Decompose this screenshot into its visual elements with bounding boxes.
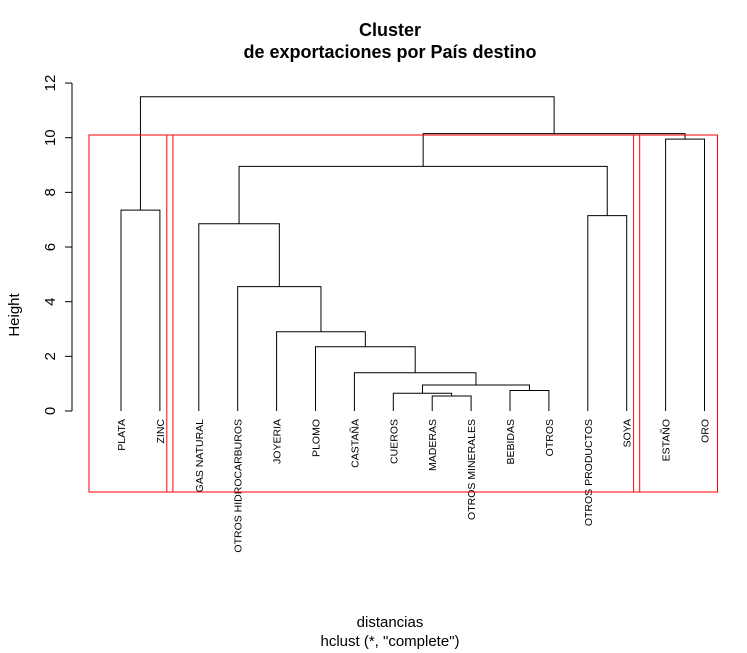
cluster-boxes (88, 134, 718, 493)
cluster-box-3 (633, 134, 718, 493)
dendrogram-branch-m9 (198, 223, 280, 411)
leaf-label: SOYA (622, 419, 634, 447)
dendrogram-branch-m2 (392, 392, 453, 411)
cluster-box-1 (88, 134, 174, 493)
leaf-label: MADERAS (427, 419, 439, 471)
y-tick-label: 2 (42, 352, 59, 360)
dendrogram-branch-m5 (353, 372, 477, 411)
leaf-label: CUEROS (388, 419, 400, 464)
leaf-label: PLOMO (311, 419, 323, 457)
chart-subtitle: de exportaciones por País destino (243, 42, 536, 62)
leaf-label: GAS NATURAL (194, 419, 206, 492)
dendrogram-branch-m3 (509, 390, 550, 411)
leaf-label: CASTAÑA (348, 419, 361, 468)
leaf-label: ZINC (155, 419, 167, 444)
leaf-label: JOYERIA (272, 419, 284, 464)
dendrogram-branch-m8 (237, 286, 322, 411)
leaf-label: BEBIDAS (505, 419, 517, 465)
y-axis: 0 2 4 6 8 10 12 (42, 75, 73, 415)
dendrogram-branch-m7 (276, 331, 366, 411)
leaf-label: PLATA (116, 419, 128, 451)
leaf-label: ESTAÑO (660, 419, 673, 461)
leaf-label: ORO (700, 419, 712, 443)
x-axis-label: distancias (357, 614, 424, 631)
y-tick-label: 4 (42, 298, 59, 306)
leaf-label: OTROS (544, 419, 556, 456)
y-axis-label: Height (6, 292, 23, 336)
leaf-label: OTROS MINERALES (466, 419, 478, 520)
cluster-box-2 (166, 134, 641, 493)
leaf-labels: PLATA ZINC GAS NATURAL OTROS HIDROCARBUROS J… (116, 419, 712, 553)
dendrogram-branch-m12 (120, 209, 161, 411)
leaf-label: OTROS HIDROCARBUROS (233, 419, 245, 553)
y-tick-label: 10 (42, 129, 59, 146)
dendrogram-branch-m15 (139, 96, 555, 211)
dendrogram-branch-m11 (238, 165, 608, 224)
dendrogram-branch-m4 (421, 384, 530, 394)
y-tick-label: 12 (42, 75, 59, 92)
leaf-label: OTROS PRODUCTOS (583, 419, 595, 526)
method-label: hclust (*, "complete") (320, 633, 459, 650)
dendrogram-branch-m6 (315, 346, 416, 411)
dendrogram-branch-m13 (665, 138, 705, 411)
y-tick-label: 0 (42, 407, 59, 415)
dendrogram-branch-m1 (431, 395, 472, 411)
dendrogram-branches (120, 96, 705, 411)
chart-title: Cluster (359, 20, 421, 40)
dendrogram-branch-m10 (587, 215, 628, 411)
y-tick-label: 8 (42, 188, 59, 196)
y-tick-label: 6 (42, 243, 59, 251)
dendrogram-branch-m14 (422, 133, 686, 167)
